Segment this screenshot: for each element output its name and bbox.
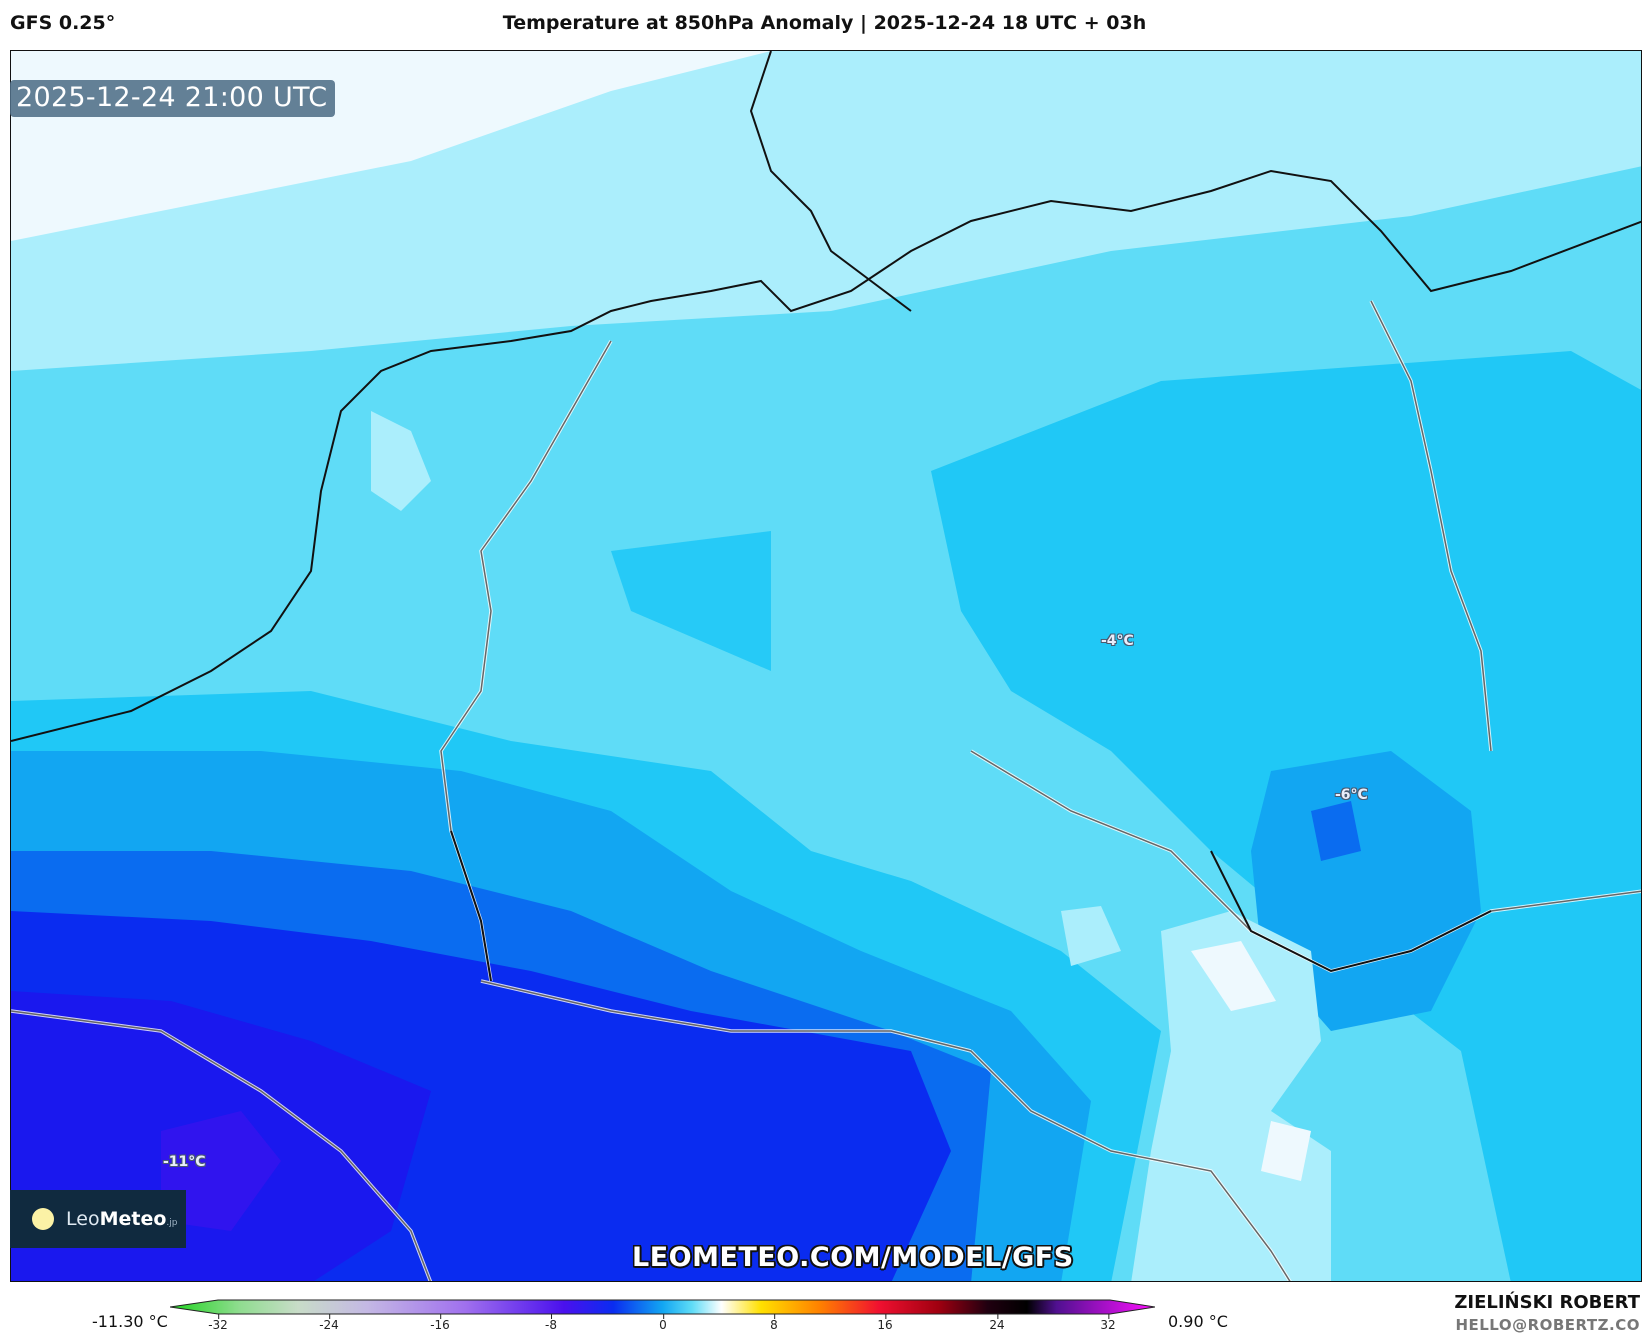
anomaly-label: -6°C [1335,787,1368,803]
model-label: GFS 0.25° [10,12,116,34]
anomaly-field [11,51,1641,1281]
colorbar-min-label: -11.30 °C [92,1312,168,1331]
leometeo-logo[interactable]: LeoMeteo.jp [10,1190,186,1248]
colorbar-tick: -16 [430,1314,450,1332]
author-name: ZIELIŃSKI ROBERT [1454,1292,1640,1313]
valid-time-badge: 2025-12-24 21:00 UTC [10,80,336,117]
map-canvas[interactable]: -4°C -6°C -11°C [10,50,1642,1282]
colorbar-tick: -24 [319,1314,339,1332]
chart-title: Temperature at 850hPa Anomaly | 2025-12-… [502,12,1147,34]
anomaly-label: -4°C [1101,633,1134,649]
watermark-url: LEOMETEO.COM/MODEL/GFS [632,1242,1074,1273]
colorbar-tick: -32 [208,1314,228,1332]
logo-text: LeoMeteo.jp [66,1208,178,1230]
colorbar-tick: 0 [659,1314,667,1332]
sun-icon [32,1208,54,1230]
anomaly-label: -11°C [163,1154,206,1170]
colorbar-max-label: 0.90 °C [1168,1312,1228,1331]
colorbar-tick: 24 [989,1314,1005,1332]
colorbar-ticks: -32 -24 -16 -8 0 8 16 24 32 [0,1314,1649,1338]
colorbar-tick: 16 [877,1314,893,1332]
colorbar-tick: 8 [770,1314,778,1332]
author-email[interactable]: HELLO@ROBERTZ.CO [1455,1316,1640,1334]
colorbar-tick: 32 [1100,1314,1116,1332]
colorbar-tick: -8 [545,1314,557,1332]
